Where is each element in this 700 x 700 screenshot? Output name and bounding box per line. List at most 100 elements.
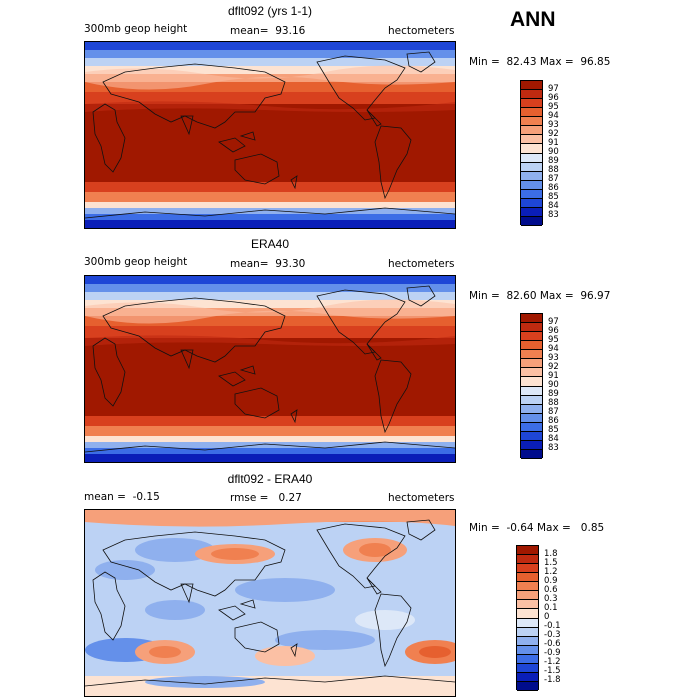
colorbar-tick-label: 86 (548, 183, 559, 194)
panel-2-colorbar (520, 313, 543, 459)
colorbar-swatch (521, 207, 542, 217)
colorbar-swatch (521, 144, 542, 154)
colorbar-swatch (517, 627, 538, 637)
colorbar-swatch (521, 350, 542, 360)
colorbar-tick-label: 85 (548, 425, 559, 436)
map-field (85, 510, 455, 696)
colorbar-swatch (521, 108, 542, 118)
colorbar-swatch (521, 90, 542, 100)
colorbar-swatch (517, 654, 538, 664)
colorbar-swatch (517, 672, 538, 682)
colorbar-tick-label: 84 (548, 434, 559, 445)
colorbar-swatch (517, 582, 538, 592)
colorbar-tick-label: -1.8 (544, 675, 561, 686)
colorbar-swatch (517, 546, 538, 556)
colorbar-tick-label: 0.9 (544, 575, 558, 586)
panel-1-variable: 300mb geop height (84, 23, 188, 35)
colorbar-tick-label: 0.6 (544, 584, 558, 595)
colorbar-tick-label: 86 (548, 416, 559, 427)
panel-3-mean: mean = -0.15 (84, 491, 160, 503)
colorbar-swatch (521, 171, 542, 181)
colorbar-swatch (521, 404, 542, 414)
colorbar-tick-label: 94 (548, 343, 559, 354)
colorbar-swatch (521, 323, 542, 333)
colorbar-swatch (517, 618, 538, 628)
colorbar-tick-label: -1.5 (544, 666, 561, 677)
colorbar-tick-label: 93 (548, 352, 559, 363)
colorbar-tick-label: 96 (548, 325, 559, 336)
panel-2-minmax: Min = 82.60 Max = 96.97 (469, 290, 611, 302)
colorbar-tick-label: -0.6 (544, 639, 561, 650)
panel-1-title: dflt092 (yrs 1-1) (227, 4, 313, 18)
colorbar-swatch (521, 413, 542, 423)
colorbar-swatch (521, 314, 542, 324)
season-label: ANN (510, 8, 556, 31)
colorbar-swatch (521, 395, 542, 405)
colorbar-swatch (517, 645, 538, 655)
colorbar-tick-label: 89 (548, 156, 559, 167)
colorbar-tick-label: 87 (548, 407, 559, 418)
colorbar-tick-label: 0.3 (544, 593, 558, 604)
colorbar-tick-label: 1.5 (544, 557, 558, 568)
colorbar-tick-label: 85 (548, 192, 559, 203)
colorbar-tick-label: 84 (548, 201, 559, 212)
colorbar-tick-label: 91 (548, 137, 559, 148)
colorbar-swatch (517, 663, 538, 673)
colorbar-swatch (521, 189, 542, 199)
colorbar-swatch (521, 440, 542, 450)
colorbar-swatch (517, 681, 538, 691)
colorbar-tick-label: 90 (548, 380, 559, 390)
colorbar-swatch (521, 135, 542, 145)
colorbar-swatch (521, 198, 542, 208)
colorbar-tick-label: 1.8 (544, 548, 558, 559)
panel-3-colorbar-labels: 1.8 1.5 1.2 0.9 0.6 0.3 0.1 0 -0.1 -0.3 -0.6 -0.9 -1… (544, 545, 584, 690)
panel-2-map (84, 275, 456, 463)
panel-1-map (84, 41, 456, 229)
panel-1-minmax: Min = 82.43 Max = 96.85 (469, 56, 611, 68)
colorbar-swatch (517, 573, 538, 583)
panel-2-units: hectometers (388, 258, 455, 270)
panel-2-colorbar-labels: 97 96 95 94 93 92 91 90 89 88 87 86 85 84 83 (548, 313, 588, 458)
panel-1-stat: mean= 93.16 (230, 25, 306, 37)
panel-2-variable: 300mb geop height (84, 256, 188, 268)
colorbar-tick-label: -1.2 (544, 657, 561, 668)
colorbar-swatch (517, 636, 538, 646)
colorbar-tick-label: 87 (548, 174, 559, 185)
colorbar-tick-label: 83 (548, 443, 559, 454)
colorbar-swatch (521, 180, 542, 190)
panel-1-colorbar-labels: 97 96 95 94 93 92 91 90 89 88 87 86 85 84 83 (548, 80, 588, 225)
colorbar-swatch (521, 386, 542, 396)
colorbar-tick-label: 95 (548, 101, 559, 112)
colorbar-swatch (517, 555, 538, 565)
colorbar-tick-label: 93 (548, 119, 559, 130)
colorbar-tick-label: 88 (548, 165, 559, 176)
panel-1-colorbar (520, 80, 543, 226)
colorbar-swatch (521, 216, 542, 226)
colorbar-tick-label: 95 (548, 334, 559, 345)
colorbar-tick-label: 97 (548, 83, 559, 94)
colorbar-swatch (517, 600, 538, 610)
colorbar-tick-label: 97 (548, 316, 559, 327)
colorbar-tick-label: 0.1 (544, 602, 558, 613)
panel-3-units: hectometers (388, 492, 455, 504)
colorbar-tick-label: 94 (548, 110, 559, 121)
colorbar-tick-label: 90 (548, 147, 559, 157)
panel-2-title: ERA40 (250, 237, 290, 251)
colorbar-swatch (521, 431, 542, 441)
colorbar-tick-label: 0 (544, 612, 550, 622)
colorbar-tick-label: 91 (548, 370, 559, 381)
colorbar-tick-label: -0.1 (544, 621, 561, 632)
colorbar-swatch (521, 153, 542, 163)
colorbar-tick-label: 1.2 (544, 566, 558, 577)
colorbar-swatch (517, 564, 538, 574)
colorbar-swatch (521, 126, 542, 136)
panel-3-title: dflt092 - ERA40 (227, 472, 313, 486)
colorbar-swatch (521, 117, 542, 127)
colorbar-swatch (517, 609, 538, 619)
colorbar-tick-label: 88 (548, 398, 559, 409)
colorbar-tick-label: 89 (548, 389, 559, 400)
colorbar-tick-label: -0.9 (544, 648, 561, 659)
colorbar-tick-label: 96 (548, 92, 559, 103)
colorbar-tick-label: 92 (548, 361, 559, 372)
panel-3-map (84, 509, 456, 697)
